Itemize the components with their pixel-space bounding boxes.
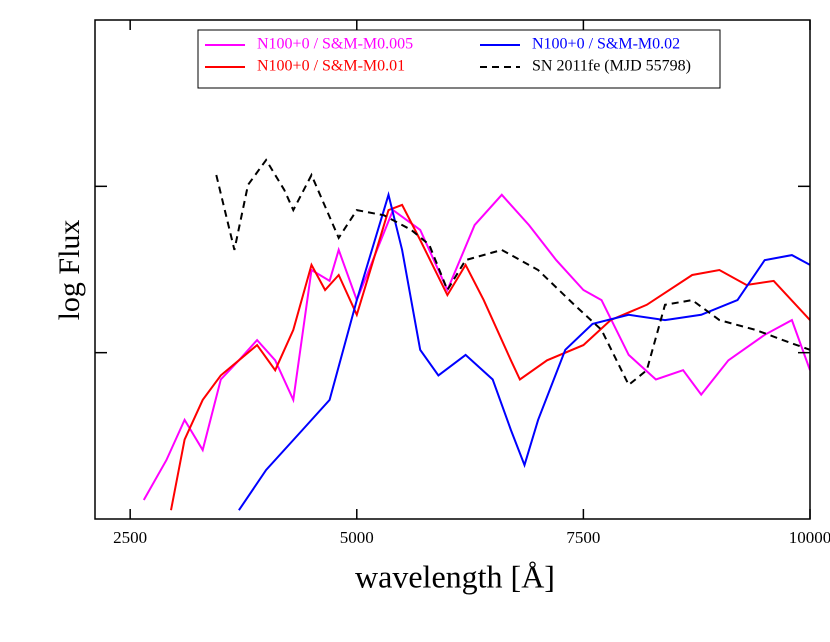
- legend-label: N100+0 / S&M-M0.01: [257, 58, 405, 75]
- plot-frame: [94, 19, 811, 520]
- y-axis-label: log Flux: [53, 220, 86, 321]
- legend-box: [197, 29, 721, 89]
- series-line: [238, 191, 810, 511]
- x-tick-label: 7500: [566, 528, 600, 547]
- plot-area: [142, 158, 810, 511]
- series-line: [142, 193, 810, 501]
- x-axis-label: wavelength [Å]: [355, 558, 555, 594]
- legend-label: N100+0 / S&M-M0.005: [257, 36, 413, 53]
- x-tick-label: 5000: [340, 528, 374, 547]
- series-line: [170, 203, 810, 511]
- legend-label: SN 2011fe (MJD 55798): [532, 58, 691, 75]
- series-line: [215, 158, 810, 387]
- x-tick-label: 2500: [113, 528, 147, 547]
- x-tick-label: 10000: [789, 528, 830, 547]
- legend-label: N100+0 / S&M-M0.02: [532, 36, 680, 53]
